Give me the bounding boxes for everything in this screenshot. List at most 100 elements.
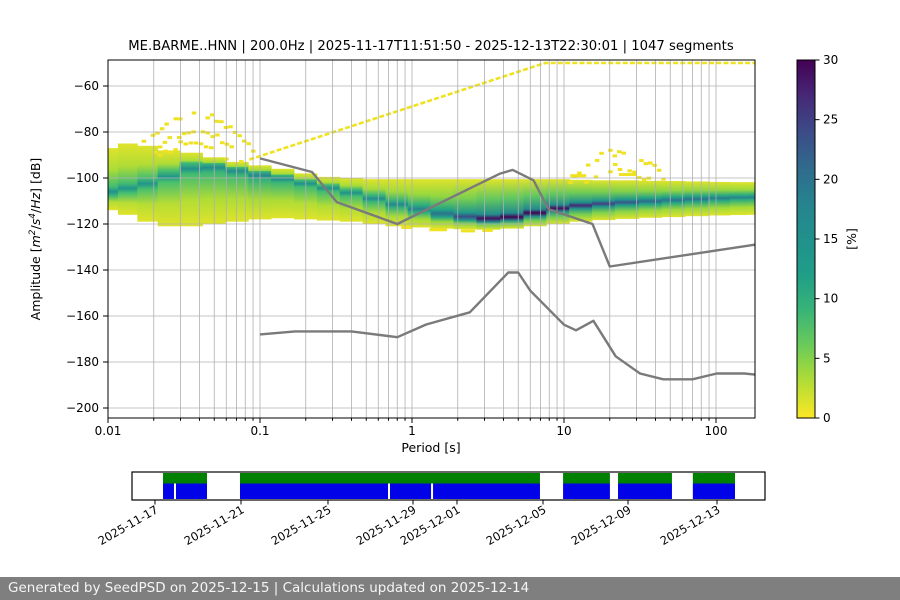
noise-model-curves [259,157,755,381]
outlier-dot [232,130,238,134]
outlier-dot [568,180,573,184]
outlier-dot [163,149,168,153]
outlier-dot [641,178,647,182]
colorbar-tick-label: 5 [823,351,831,365]
timeline-availability-segment [692,473,735,484]
timeline-coverage-segment [618,483,672,499]
outlier-dot [599,151,604,155]
timeline-date-label: 2025-12-09 [569,502,634,548]
colorbar-tick-label: 15 [823,232,838,246]
timeline-coverage-gap [387,483,390,499]
psd-histogram-column [108,148,119,211]
psd-histogram-column [117,143,138,215]
y-tick-label: −160 [66,309,99,323]
psd-histogram-column [684,181,709,217]
outlier-dot [215,133,220,137]
y-tick-label: −200 [66,401,99,415]
ppsd-plot-svg: 0.01 0.1 1 10 100−60−80−100−120−140−160−180−… [28,39,859,548]
grid-lines [107,60,755,418]
outlier-dot [186,131,192,135]
outlier-dot [577,171,582,175]
outlier-dash [460,229,476,233]
outlier-dot [203,145,209,149]
psd-histogram [108,143,755,230]
outlier-dot [164,122,169,126]
outlier-dot [141,139,147,143]
outlier-dot [159,127,165,131]
outlier-dash [401,225,412,229]
outlier-dot [191,111,197,115]
timeline-availability-segment [239,473,540,484]
outlier-dot [621,151,626,155]
y-tick-label: −140 [66,263,99,277]
outlier-dot [150,133,156,137]
axes-frame [103,59,756,423]
timeline-date-label: 2025-12-05 [484,502,549,548]
outlier-dot [224,142,230,146]
y-tick-label: −120 [66,217,99,231]
outlier-dot [183,142,189,146]
outlier-dot [617,150,622,154]
outlier-dot [237,134,242,138]
timeline-date-label: 2025-11-21 [182,502,247,548]
outlier-dot [241,139,247,143]
y-tick-label: −180 [66,355,99,369]
outlier-dot [636,176,642,180]
psd-histogram-column [453,179,477,230]
timeline-coverage-segment [692,483,735,499]
psd-histogram-column [157,150,181,227]
outlier-dash [570,174,587,178]
outlier-dot [168,150,173,154]
outlier-dot [173,117,179,121]
outlier-dot [205,131,211,135]
x-tick-label: 100 [705,424,728,438]
timeline-availability-segment [163,473,208,484]
outlier-dot [586,163,591,167]
outlier-dot [627,169,632,173]
outlier-dot [153,151,158,155]
outlier-dot [205,116,210,120]
outlier-dot [593,175,599,179]
outlier-dot [246,142,251,146]
psd-histogram-column [271,168,295,219]
outlier-dot [208,146,214,150]
psd-histogram-column [316,176,341,221]
psd-histogram-column [407,179,432,228]
high-noise-model-curve [259,157,755,268]
timeline-date-label: 2025-12-13 [658,502,723,548]
outlier-dot [210,135,215,139]
timeline-coverage-segment [163,483,208,499]
timeline-date-label: 2025-11-25 [269,502,334,548]
y-tick-label: −60 [74,79,99,93]
outlier-dot [162,140,168,144]
diagonal-outlier-line [248,61,755,161]
low-noise-model-curve [259,271,755,381]
y-axis-label: Amplitude [m2/s4/Hz] [dB] [28,158,43,321]
x-tick-label: 0.01 [95,424,122,438]
outlier-dot [239,160,244,164]
psd-histogram-column [569,179,593,222]
psd-histogram-column [179,152,203,227]
x-tick-label: 0.1 [250,424,269,438]
psd-histogram-column [523,179,547,227]
timeline-date-label: 2025-11-17 [96,502,161,548]
colorbar: 0 5 10 15 20 25 30 [796,53,838,425]
psd-histogram-column [592,180,616,221]
outlier-dot [173,148,178,152]
outlier-dot [584,180,589,184]
chart-title: ME.BARME..HNN | 200.0Hz | 2025-11-17T11:… [128,39,734,54]
outlier-dot [648,161,653,165]
outlier-dash [618,173,637,177]
outlier-dot [193,141,199,145]
outlier-dot [188,141,194,145]
outlier-dot [608,170,613,174]
psd-histogram-column [225,161,249,222]
timeline-coverage-gap [173,483,176,499]
outlier-dot [229,145,234,149]
psd-histogram-column [476,179,501,230]
outlier-dot [158,153,163,157]
y-tick-label: −80 [74,125,99,139]
footer-text: Generated by SeedPSD on 2025-12-15 | Cal… [8,580,530,596]
colorbar-tick-label: 30 [823,53,838,67]
x-axis-label: Period [s] [401,440,460,455]
